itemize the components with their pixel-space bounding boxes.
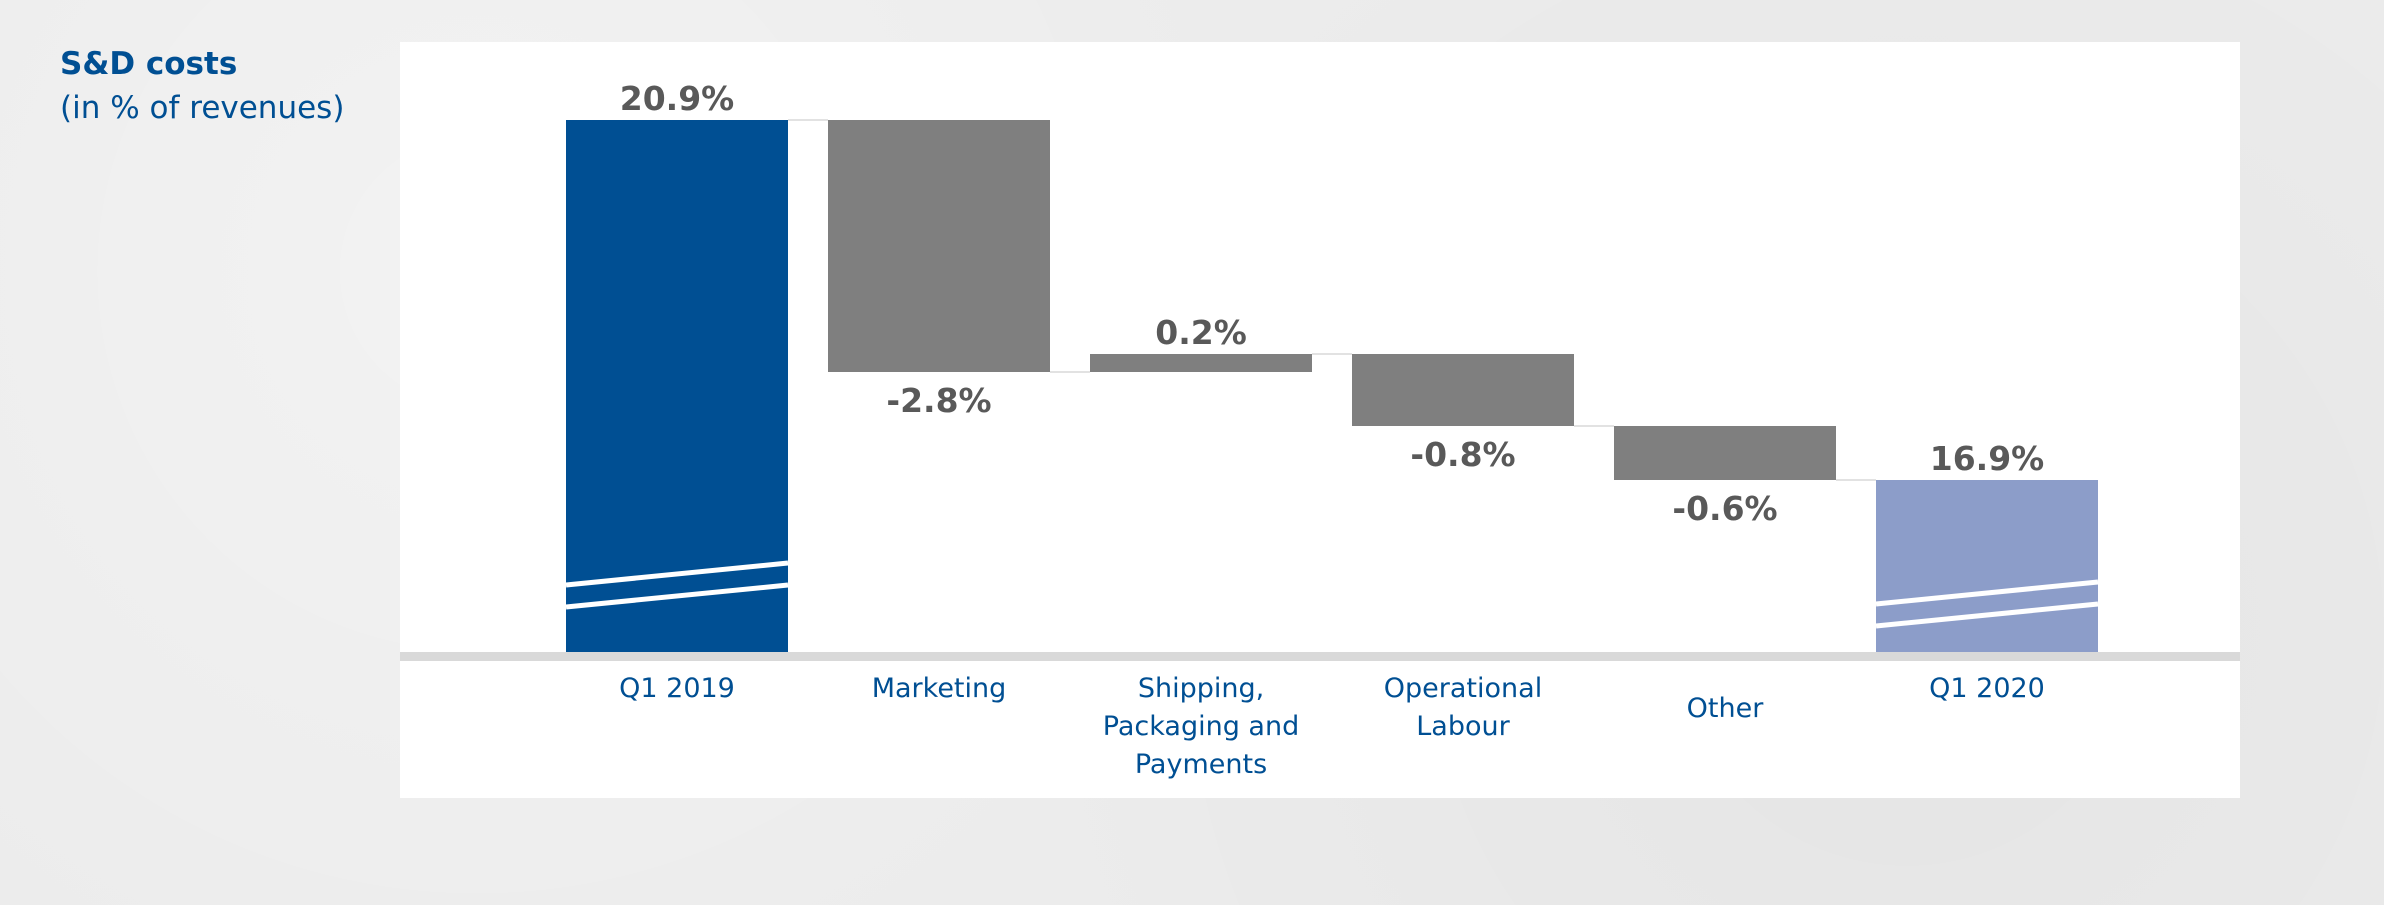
chart-panel: 20.9% -2.8% 0.2% -0.8% -0.6% 16.9% Q1 2019 Mark…: [400, 42, 2240, 798]
value-label: -0.6%: [1672, 489, 1777, 528]
category-label: Marketing: [872, 673, 1007, 704]
bar-other: [1614, 426, 1836, 480]
value-label: 0.2%: [1155, 313, 1247, 352]
category-label: Shipping,: [1138, 673, 1264, 704]
value-label: -2.8%: [886, 381, 991, 420]
axis-break-line: [1875, 601, 2099, 629]
value-label: 20.9%: [620, 79, 735, 118]
axis-break-line: [1875, 579, 2099, 607]
category-label: Labour: [1416, 711, 1510, 742]
bar-q1-2020: [1876, 480, 2098, 652]
category-label: Operational: [1384, 673, 1542, 704]
category-label: Packaging and: [1103, 711, 1299, 742]
bar-q1-2019: [566, 120, 788, 652]
waterfall-chart: 20.9% -2.8% 0.2% -0.8% -0.6% 16.9% Q1 2019 Mark…: [400, 79, 2240, 780]
bar-operational-labour: [1352, 354, 1574, 426]
value-label: 16.9%: [1930, 439, 2045, 478]
bar-marketing: [828, 120, 1050, 372]
category-label: Payments: [1135, 749, 1267, 780]
category-label: Q1 2019: [619, 673, 735, 704]
category-label: Q1 2020: [1929, 673, 2045, 704]
bar-shipping-packaging-and-payments: [1090, 354, 1312, 372]
chart-title-block: S&D costs (in % of revenues): [60, 42, 344, 130]
axis-break-line: [565, 582, 789, 610]
axis-break-line: [565, 560, 789, 588]
chart-title: S&D costs: [60, 46, 238, 82]
value-label: -0.8%: [1410, 435, 1515, 474]
baseline: [400, 652, 2240, 661]
chart-subtitle: (in % of revenues): [60, 90, 345, 126]
category-label: Other: [1687, 693, 1765, 724]
